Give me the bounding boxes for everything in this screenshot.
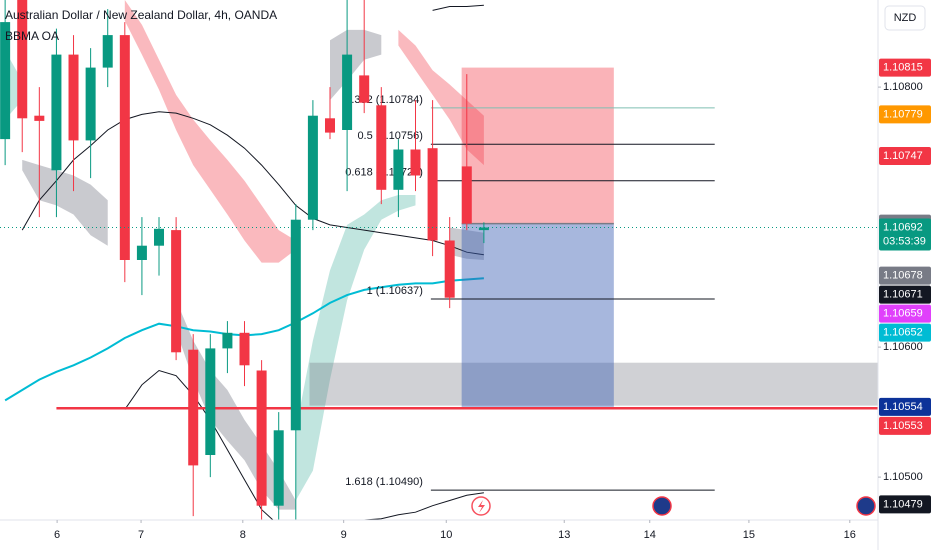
target-area <box>461 223 614 407</box>
price-tag-label: 1.10692 <box>883 221 923 233</box>
cloud <box>295 195 416 501</box>
candle-body <box>85 67 96 141</box>
price-tag <box>879 495 931 514</box>
candle-body <box>410 149 421 176</box>
candle-body <box>376 105 387 190</box>
fib-label: 0.382 (1.10784) <box>345 94 423 106</box>
candle-body <box>256 370 267 506</box>
candle-body <box>68 54 79 141</box>
candle-body <box>154 228 165 246</box>
price-tag-label: 1.10678 <box>883 270 923 282</box>
candle-body <box>188 349 199 466</box>
x-tick-label: 6 <box>54 529 60 541</box>
price-tag-label: 1.10553 <box>883 420 923 432</box>
candle-body <box>307 115 318 220</box>
y-tick-label: 1.10600 <box>883 341 923 353</box>
price-tag-label: 1.10479 <box>883 498 923 510</box>
plot-area: 0.382 (1.10784)0.5 (1.10756)0.618 (1.107… <box>0 0 878 520</box>
candle-body <box>359 75 370 103</box>
candle-body <box>427 148 438 241</box>
candle-body <box>171 230 182 353</box>
indicator-line <box>21 111 484 256</box>
event-icons <box>471 496 876 516</box>
price-tag <box>879 323 931 342</box>
indicator-name: BBMA OA <box>5 29 59 43</box>
price-tag <box>879 285 931 304</box>
candle-body <box>290 219 301 431</box>
candle-body <box>342 54 353 130</box>
candle-body <box>393 149 404 190</box>
indicator-line <box>124 369 484 520</box>
fib-label: 1 (1.10637) <box>367 285 423 297</box>
candle-body <box>324 118 335 133</box>
chart-title: Australian Dollar / New Zealand Dollar, … <box>5 8 277 22</box>
x-tick-label: 15 <box>743 529 755 541</box>
candle-body <box>119 35 130 260</box>
event-icon[interactable] <box>652 496 672 516</box>
price-tag <box>879 105 931 124</box>
cloud <box>449 227 484 260</box>
currency-button[interactable] <box>884 5 926 31</box>
price-tag <box>879 304 931 323</box>
countdown: 03:53:39 <box>883 235 926 247</box>
candle-body <box>222 332 233 349</box>
x-tick-label: 14 <box>644 529 656 541</box>
candle-body <box>461 166 472 224</box>
candle-body <box>17 0 28 119</box>
candle-body <box>273 430 284 506</box>
candle-body <box>444 240 455 298</box>
event-icon[interactable] <box>856 496 876 516</box>
x-tick-label: 7 <box>138 529 144 541</box>
cloud <box>398 29 484 166</box>
candle-body <box>239 332 250 366</box>
price-tag-label: 1.10815 <box>883 62 923 74</box>
x-tick-label: 8 <box>240 529 246 541</box>
indicator-line <box>432 4 484 11</box>
event-icon-glyph <box>478 500 485 513</box>
x-tick-label: 9 <box>341 529 347 541</box>
price-tag-label: 1.10747 <box>883 150 923 162</box>
price-tag <box>879 397 931 416</box>
price-tag-label: 1.10554 <box>883 401 923 413</box>
fib-label: 0.5 (1.10756) <box>357 130 422 142</box>
price-tag <box>879 266 931 285</box>
candle-body <box>478 227 489 231</box>
zone <box>309 362 878 406</box>
currency: NZD <box>894 12 917 24</box>
x-tick-label: 13 <box>558 529 570 541</box>
stop-area <box>461 67 614 224</box>
price-tag <box>879 147 931 165</box>
price-tag <box>879 416 931 435</box>
y-tick-label: 1.10500 <box>883 471 923 483</box>
x-tick-label: 16 <box>844 529 856 541</box>
cloud <box>22 159 108 246</box>
y-tick-label: 1.10800 <box>883 81 923 93</box>
price-tag-label: 1.10671 <box>883 289 923 301</box>
cloud <box>124 0 296 263</box>
fib-label: 1.618 (1.10490) <box>345 476 423 488</box>
price-tag <box>879 218 931 251</box>
candle-body <box>51 54 62 171</box>
candle-body <box>0 22 11 140</box>
candle-body <box>136 245 147 260</box>
price-tag-label: 1.10779 <box>883 108 923 120</box>
price-tag <box>879 58 931 77</box>
price-tag-label: 1.10652 <box>883 327 923 339</box>
price-tag-label: 1.10659 <box>883 308 923 320</box>
candle-body <box>102 35 113 68</box>
candle-body <box>205 348 216 455</box>
x-tick-label: 10 <box>440 529 452 541</box>
candle-body <box>34 115 45 121</box>
